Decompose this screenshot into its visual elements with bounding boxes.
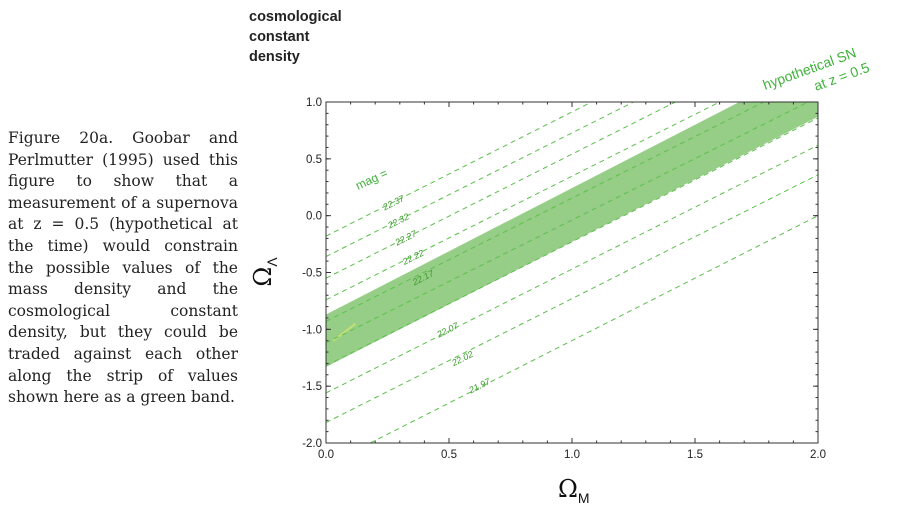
y-tick-label: -1.5: [302, 381, 322, 393]
constraint-band: [326, 102, 818, 367]
x-tick-label: 0.5: [441, 449, 457, 461]
x-tick-label: 2.0: [810, 449, 826, 461]
contour-line: [326, 102, 720, 301]
contour-line: [326, 102, 765, 322]
y-label-top-line: cosmological: [249, 9, 342, 25]
y-tick-label: 0.0: [306, 211, 322, 223]
x-tick-label: 1.5: [687, 449, 703, 461]
y-tick-label: -0.5: [302, 268, 322, 280]
x-tick-label: 1.0: [564, 449, 580, 461]
contour-line: [370, 215, 818, 443]
contour-line: [326, 102, 676, 279]
x-axis-label: ΩM: [558, 475, 590, 506]
y-axis-label: ΩΛ: [249, 257, 280, 287]
contour-line: [326, 102, 592, 237]
figure-caption: Figure 20a. Goobar and Perlmutter (1995)…: [8, 129, 238, 407]
contour-line: [326, 174, 818, 423]
y-label-top-line: density: [249, 49, 300, 65]
y-tick-label: 1.0: [306, 97, 322, 109]
contour-line: [326, 117, 818, 367]
contour-line: [326, 144, 818, 394]
contour-line: [326, 102, 634, 258]
y-tick-label: -2.0: [302, 438, 322, 450]
y-tick-label: -1.0: [302, 324, 322, 336]
x-tick-label: 0.0: [318, 449, 334, 461]
y-label-top-line: constant: [249, 29, 310, 45]
y-tick-label: 0.5: [306, 154, 322, 166]
